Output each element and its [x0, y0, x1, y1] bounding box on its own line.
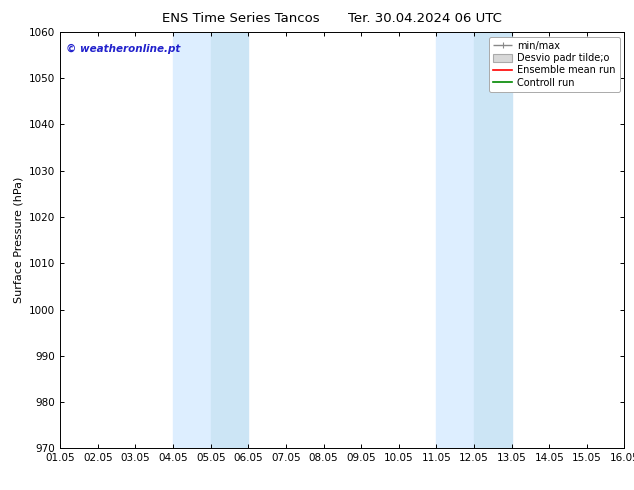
Text: Ter. 30.04.2024 06 UTC: Ter. 30.04.2024 06 UTC	[348, 12, 501, 25]
Legend: min/max, Desvio padr tilde;o, Ensemble mean run, Controll run: min/max, Desvio padr tilde;o, Ensemble m…	[489, 37, 619, 92]
Bar	[210, 32, 249, 448]
Y-axis label: Surface Pressure (hPa): Surface Pressure (hPa)	[13, 177, 23, 303]
Bar	[173, 32, 210, 448]
Bar	[436, 32, 474, 448]
Bar	[474, 32, 512, 448]
Text: ENS Time Series Tancos: ENS Time Series Tancos	[162, 12, 320, 25]
Text: © weatheronline.pt: © weatheronline.pt	[66, 44, 180, 54]
